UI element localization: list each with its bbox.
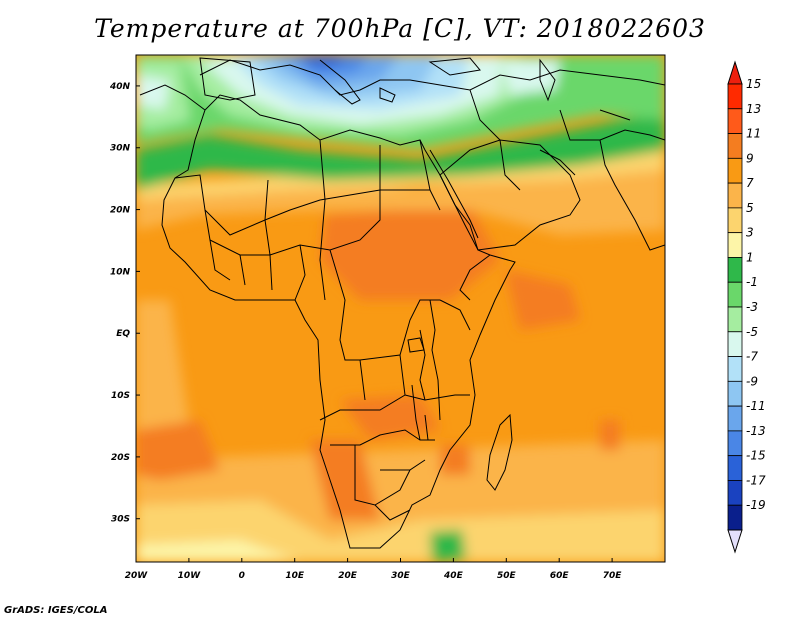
colorbar-label: -3	[746, 300, 758, 314]
colorbar-swatch	[727, 257, 743, 283]
colorbar-swatch	[727, 133, 743, 159]
footer-credit: GrADS: IGES/COLA	[4, 605, 108, 616]
lat-label: 30N	[110, 144, 131, 154]
lon-label: 20E	[338, 571, 358, 581]
colorbar-label: -19	[746, 498, 766, 512]
colorbar-swatch	[727, 232, 743, 258]
colorbar-swatch	[727, 331, 743, 357]
colorbar-swatch	[727, 380, 743, 407]
colorbar-label: 1	[746, 250, 754, 264]
lat-label: 10N	[110, 267, 131, 277]
lon-label: 30E	[391, 571, 411, 581]
colorbar-bottom-arrow	[727, 529, 743, 554]
y-axis-labels: 40N 30N 20N 10N EQ 10S 20S 30S	[109, 82, 140, 525]
lon-label: 60E	[550, 571, 570, 581]
lon-label: 40E	[443, 571, 464, 581]
colorbar-swatch	[727, 405, 743, 432]
colorbar-label: -1	[746, 275, 758, 289]
lat-label: 40N	[109, 82, 131, 92]
colorbar: 15 13 11 9 7 5 3 1 -1 -3 -5 -7 -9 -11 -13 -15 -17 -19	[727, 60, 766, 554]
x-axis-labels: 20W 10W 0 10E 20E 30E 40E 50E 60E 70E	[125, 558, 623, 581]
colorbar-label: -7	[746, 350, 758, 364]
colorbar-label: 13	[746, 102, 761, 116]
colorbar-swatch	[727, 356, 743, 382]
colorbar-label: 11	[746, 127, 761, 141]
coastlines	[139, 57, 665, 549]
colorbar-label: 3	[746, 226, 754, 240]
colorbar-swatch	[727, 455, 743, 481]
colorbar-swatch	[727, 281, 743, 308]
lon-label: 70E	[603, 571, 623, 581]
colorbar-swatch	[727, 157, 743, 184]
colorbar-label: -5	[746, 325, 758, 339]
colorbar-swatch	[727, 480, 743, 506]
lat-label: 20S	[111, 453, 130, 463]
colorbar-label: 5	[746, 201, 754, 215]
lat-label: 30S	[111, 515, 130, 525]
colorbar-label: -11	[746, 399, 766, 413]
colorbar-label: 9	[746, 151, 754, 165]
colorbar-label: -13	[746, 424, 766, 438]
lon-label: 20W	[125, 571, 149, 581]
colorbar-swatch	[727, 108, 743, 134]
colorbar-swatch	[727, 504, 743, 531]
colorbar-swatch	[727, 83, 743, 110]
lat-label: 20N	[110, 206, 131, 216]
colorbar-swatch	[727, 182, 743, 209]
colorbar-swatch	[727, 306, 743, 333]
colorbar-top-arrow	[727, 60, 743, 85]
colorbar-label: -17	[746, 473, 766, 487]
lon-label: 0	[239, 571, 245, 581]
lon-label: 10W	[178, 571, 202, 581]
lon-label: 10E	[285, 571, 305, 581]
lat-label: EQ	[116, 329, 130, 339]
colorbar-swatch	[727, 207, 743, 234]
colorbar-label: 15	[746, 77, 761, 91]
colorbar-swatch	[727, 430, 743, 457]
temperature-field	[136, 55, 665, 562]
lat-label: 10S	[111, 391, 130, 401]
chart-title: Temperature at 700hPa [C], VT: 201802260…	[94, 14, 706, 43]
lon-label: 50E	[497, 571, 517, 581]
colorbar-label: 7	[746, 176, 754, 190]
colorbar-label: -9	[746, 374, 758, 388]
colorbar-label: -15	[746, 449, 766, 463]
